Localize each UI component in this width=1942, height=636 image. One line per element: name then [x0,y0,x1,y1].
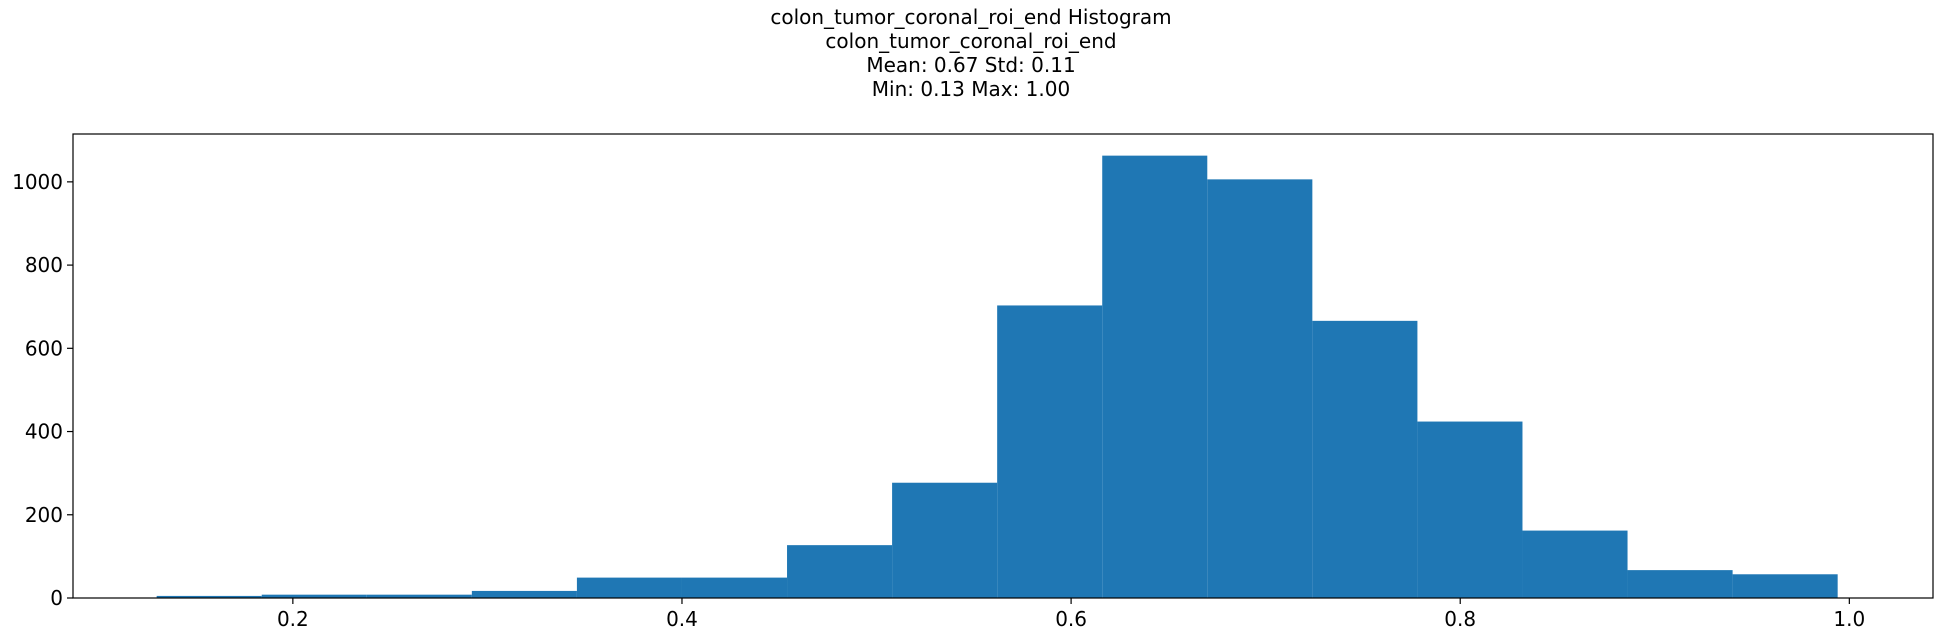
x-tick-label: 0.8 [1444,607,1476,631]
histogram-bar [1312,320,1418,598]
y-tick-label: 0 [50,586,63,610]
chart-title-line-3: Mean: 0.67 Std: 0.11 [866,53,1076,77]
histogram-bar [1207,179,1313,599]
histogram-bar [1417,421,1523,598]
y-tick-label: 1000 [12,170,63,194]
histogram-bar [1732,574,1838,598]
histogram-bar [1102,155,1208,598]
bars-group [156,155,1838,599]
histogram-bar [787,545,893,598]
histogram-bar [997,305,1103,598]
histogram-bar [156,595,262,598]
y-tick-label: 800 [25,253,63,277]
x-tick-label: 1.0 [1833,607,1865,631]
x-tick-label: 0.6 [1055,607,1087,631]
histogram-bar [471,590,577,598]
chart-title-line-4: Min: 0.13 Max: 1.00 [871,77,1071,101]
x-tick-label: 0.2 [277,607,309,631]
y-tick-label: 600 [25,336,63,360]
x-tick-label: 0.4 [666,607,698,631]
histogram-bar [261,594,367,598]
chart-title-line-2: colon_tumor_coronal_roi_end [825,29,1117,53]
histogram-bar [366,594,472,598]
x-axis: 0.2 0.4 0.6 0.8 1.0 [277,598,1865,631]
axes-frame [72,133,1934,599]
histogram-bar [892,482,998,598]
y-tick-label: 400 [25,420,63,444]
histogram-bar [681,577,788,598]
chart-title-line-1: colon_tumor_coronal_roi_end Histogram [770,5,1172,29]
y-axis: 0 200 400 600 800 1000 [12,170,73,610]
histogram-bar [1627,570,1733,598]
histogram-bar [576,577,682,598]
histogram-bar [1522,530,1628,598]
y-tick-label: 200 [25,503,63,527]
